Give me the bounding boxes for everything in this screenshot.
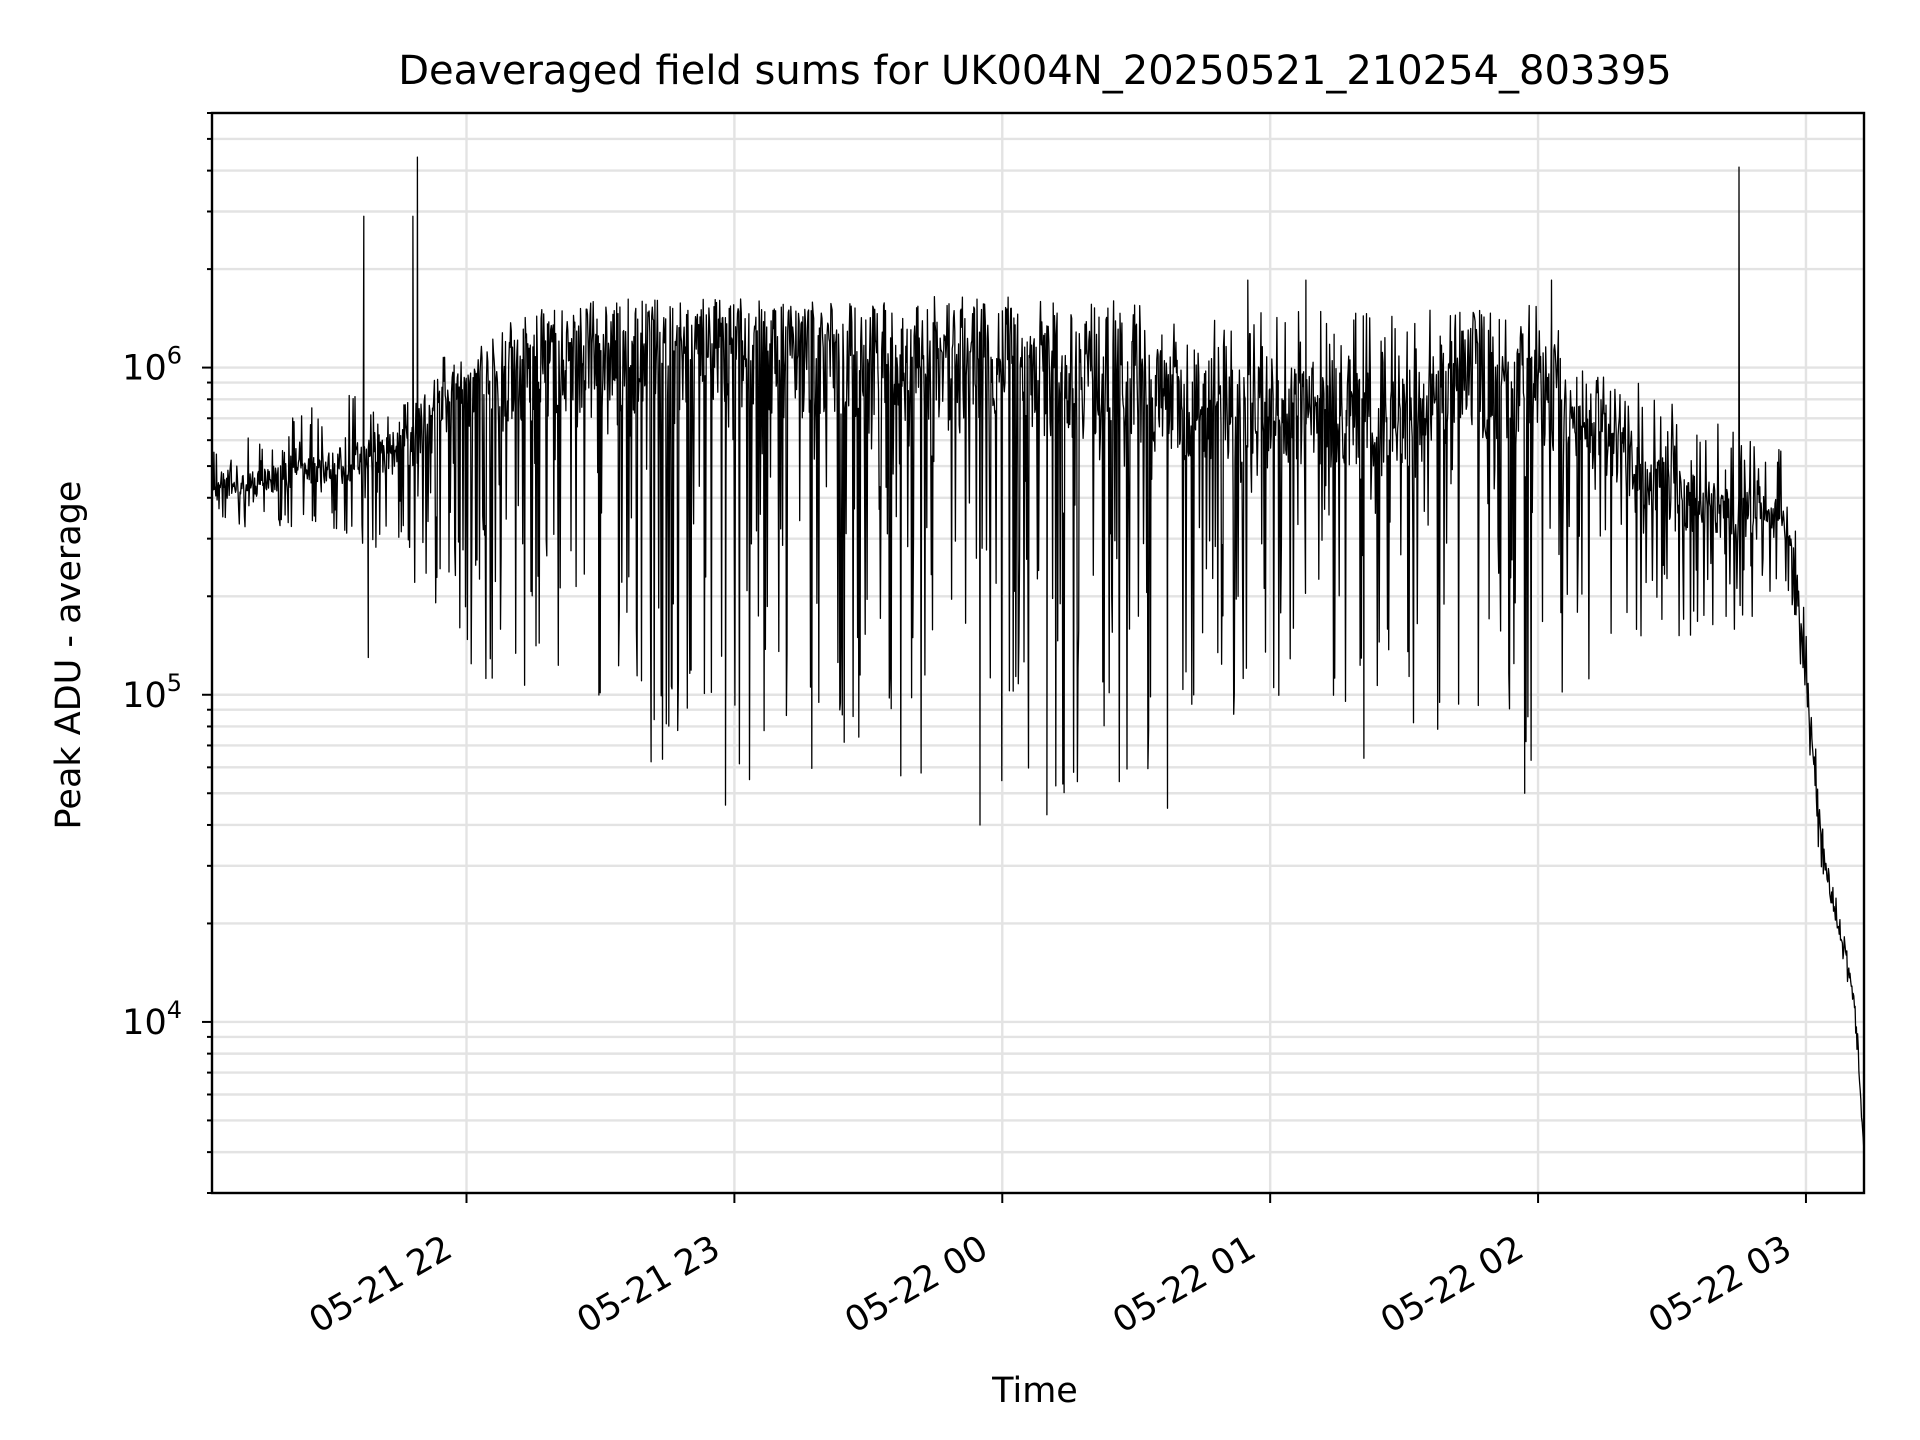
y-tick-label: 104 [122, 996, 182, 1043]
y-tick-label: 105 [122, 669, 182, 716]
axes-frame [210, 111, 1866, 1195]
plot-area [211, 156, 1865, 1153]
y-axis-label: Peak ADU - average [49, 481, 89, 830]
y-tick-label: 106 [122, 342, 182, 389]
series-line [211, 156, 1865, 1153]
chart-title: Deaveraged field sums for UK004N_2025052… [398, 48, 1671, 94]
y-axis: 104 105 106 [122, 112, 212, 1194]
x-axis-label: Time [991, 1371, 1078, 1411]
